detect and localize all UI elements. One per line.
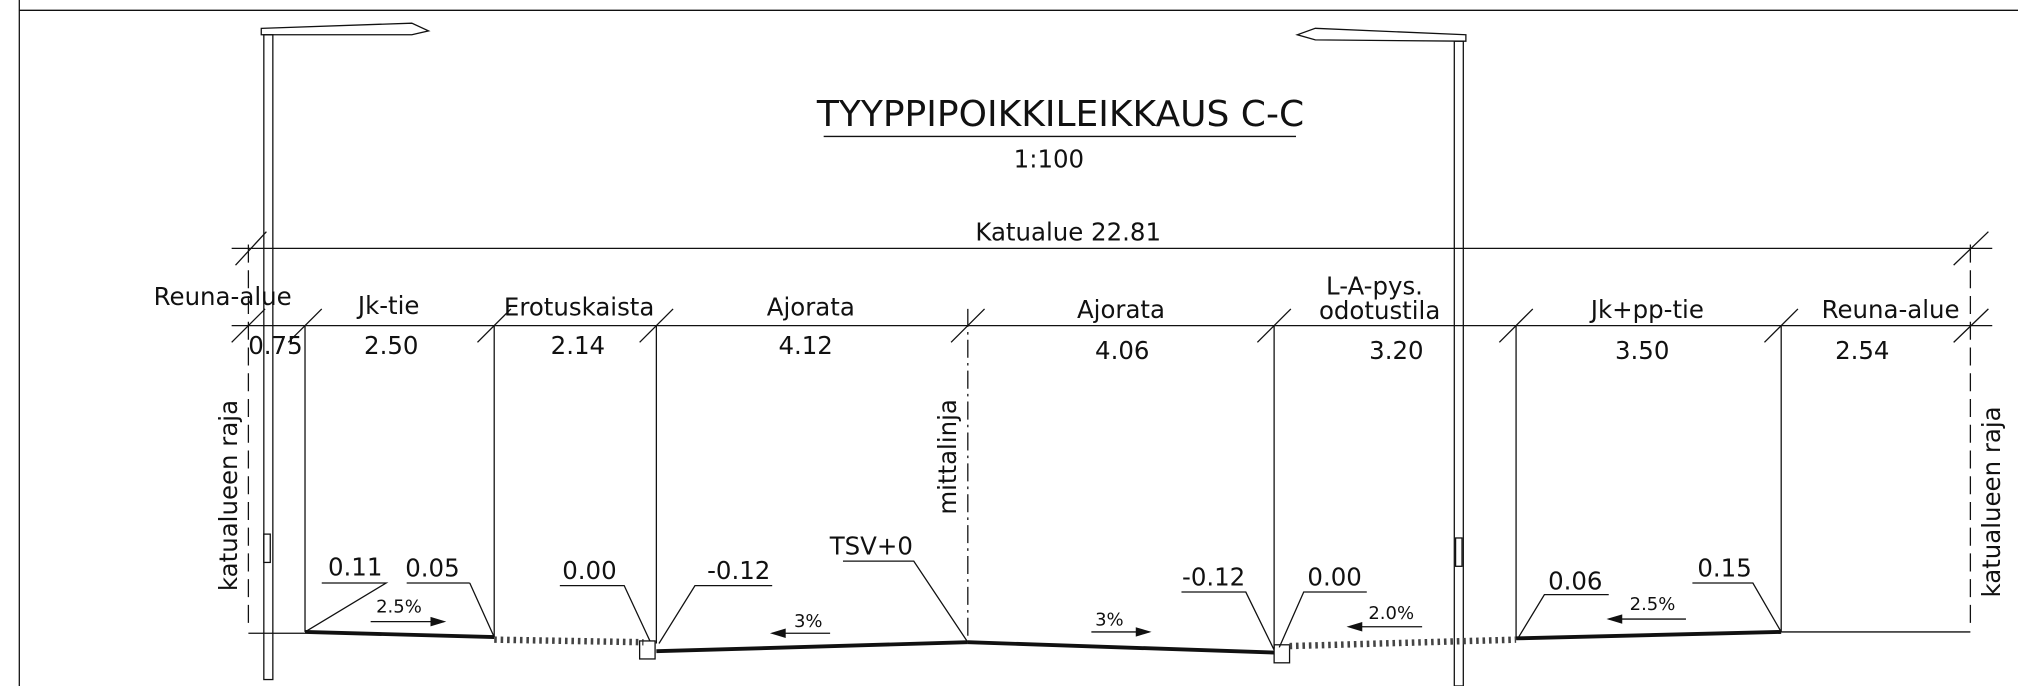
elevation-leaders [304,560,1782,651]
segment-name: Ajorata [767,292,855,321]
elevation: 0.11 [328,552,382,581]
segment-width: 4.06 [1095,336,1149,365]
dimension-lines [231,231,1993,343]
elevation: TSV+0 [829,532,913,561]
segment-width: 4.12 [778,331,832,360]
segment-name: Reuna-alue [154,282,292,311]
slope-arrows [370,614,1686,638]
ground-profile [248,629,1971,664]
scale: 1:100 [1014,144,1084,173]
elevation: 0.00 [1307,563,1361,592]
segment-name: Ajorata [1077,295,1165,324]
elevation: 0.00 [562,556,616,585]
slope: 2.0% [1368,603,1414,624]
elevation: -0.12 [1182,563,1245,592]
segment-name: Jk+pp-tie [1589,295,1704,324]
lamp-post [260,22,431,681]
centerline-label: mittalinja [933,399,962,515]
segment-width: 3.50 [1615,336,1669,365]
segment-name: odotustila [1319,296,1440,325]
slope: 3% [794,611,823,632]
elevation: 0.15 [1697,554,1751,583]
elevation: 0.06 [1548,566,1602,595]
segment-width: 2.50 [364,331,418,360]
slope: 3% [1095,609,1124,630]
segment-dividers [247,244,1972,649]
segment-width: 2.14 [551,331,605,360]
total-width: Katualue 22.81 [975,218,1161,247]
boundary-label: katualueen raja [214,400,243,591]
segment-name: Reuna-alue [1822,295,1960,324]
title: TYYPPIPOIKKILEIKKAUS C-C [816,94,1304,135]
elevation: 0.05 [405,554,459,583]
segment-name: Erotuskaista [504,292,654,321]
segment-width: 0.75 [248,331,302,360]
slope: 2.5% [1630,594,1676,615]
slope: 2.5% [376,597,422,618]
segment-width: 2.54 [1835,336,1889,365]
elevation: -0.12 [707,556,770,585]
segment-name: Jk-tie [356,291,420,320]
segment-width: 3.20 [1369,336,1423,365]
boundary-label: katualueen raja [1977,406,2006,597]
segment-name: L-A-pys. [1326,272,1423,301]
